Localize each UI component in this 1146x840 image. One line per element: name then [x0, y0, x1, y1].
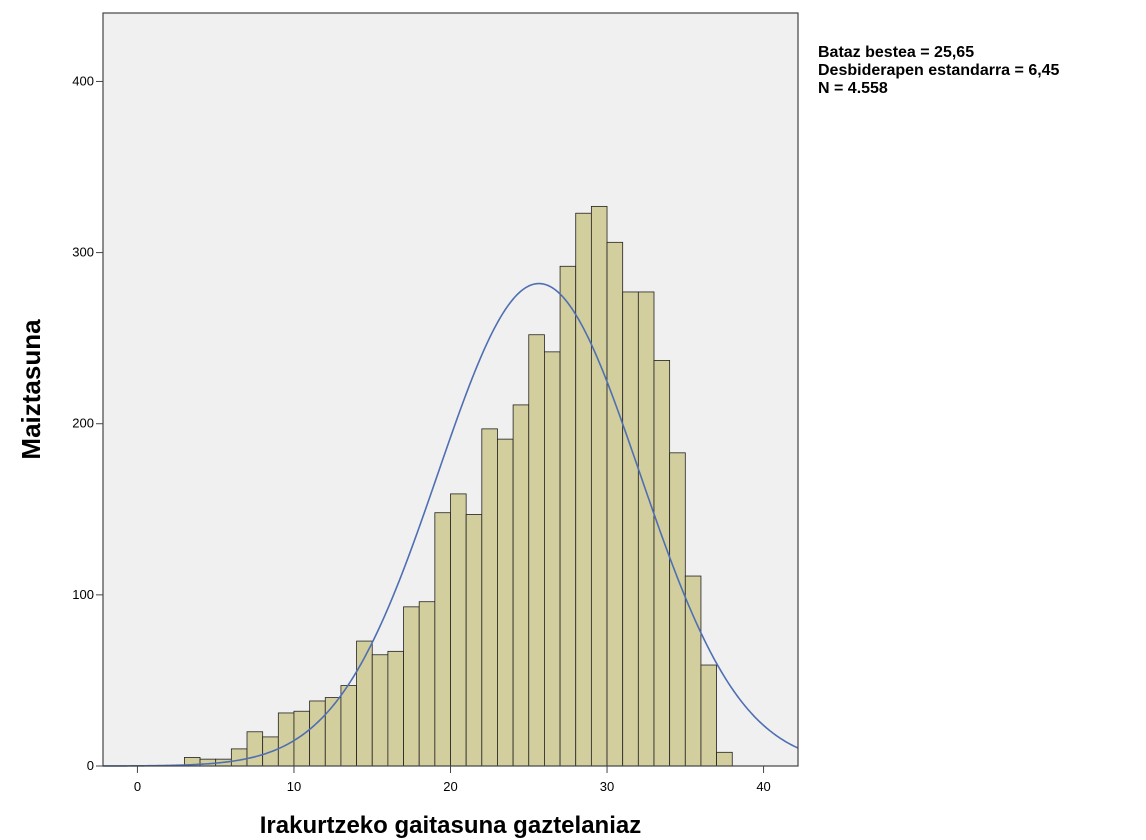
histogram-bar — [481, 428, 498, 767]
x-tick-label: 0 — [134, 779, 141, 794]
axes: 0 100 200 300 400 0 10 20 30 40 — [72, 73, 771, 794]
histogram-bar — [371, 654, 389, 767]
histogram-bar — [356, 640, 373, 767]
histogram-bar — [512, 404, 530, 767]
y-tick-label: 400 — [72, 73, 94, 88]
y-tick-label: 100 — [72, 587, 94, 602]
histogram-bar — [528, 334, 545, 767]
mean-stat: Bataz bestea = 25,65 — [818, 44, 975, 61]
y-tick-label: 300 — [72, 245, 94, 260]
histogram-bar — [465, 514, 483, 767]
histogram-bar — [637, 291, 655, 767]
y-tick-label: 200 — [72, 416, 94, 431]
histogram-bar — [277, 712, 295, 767]
histogram-bar — [622, 291, 639, 767]
histogram-bar — [309, 700, 326, 767]
histogram-bar — [700, 664, 718, 767]
histogram-bar — [418, 601, 436, 767]
x-tick-label: 20 — [443, 779, 457, 794]
x-tick-label: 30 — [600, 779, 614, 794]
histogram-bar — [590, 205, 608, 767]
histogram-bar — [450, 493, 467, 767]
normal-curve — [102, 282, 799, 767]
histogram-bar — [653, 360, 671, 767]
histogram-bar — [230, 748, 248, 767]
stats-box: Bataz bestea = 25,65 Desbiderapen estand… — [818, 44, 1059, 98]
histogram-bar — [669, 452, 686, 767]
histogram-bar — [575, 212, 592, 767]
histogram-bar — [497, 438, 514, 767]
sd-stat: Desbiderapen estandarra = 6,45 — [818, 62, 1060, 79]
histogram-bar — [403, 606, 420, 767]
y-axis-title: Maiztasuna — [16, 319, 46, 460]
histogram-bar — [716, 751, 733, 767]
y-tick-label: 0 — [87, 758, 94, 773]
x-axis-title: Irakurtzeko gaitasuna gaztelaniaz — [260, 812, 641, 839]
histogram-bar — [606, 241, 624, 767]
x-tick-label: 10 — [287, 779, 301, 794]
histogram-bar — [434, 512, 451, 767]
histogram-bar — [544, 351, 561, 767]
histogram-bar — [387, 650, 404, 767]
histogram-bar — [340, 685, 357, 767]
histogram-bar — [324, 697, 342, 767]
n-stat: N = 4.558 — [818, 80, 888, 97]
histogram-bars — [183, 205, 733, 767]
histogram-bar — [246, 731, 264, 767]
histogram-bar — [559, 265, 577, 767]
x-tick-label: 40 — [756, 779, 770, 794]
